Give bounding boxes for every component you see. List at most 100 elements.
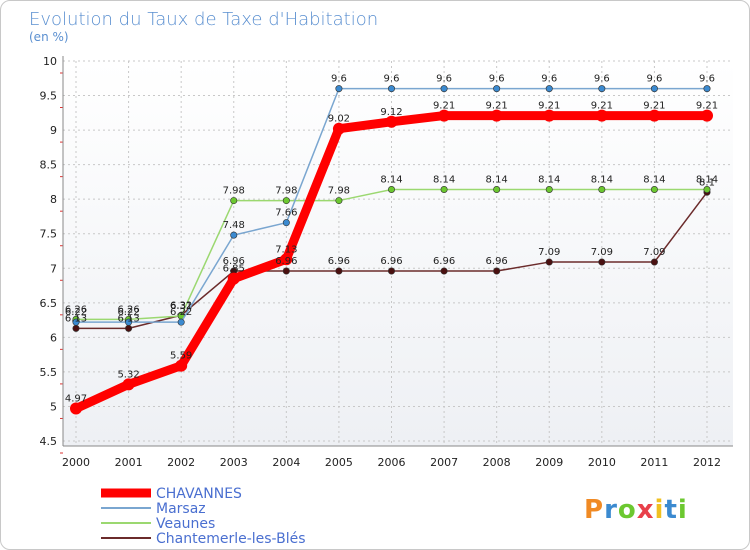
data-point xyxy=(493,186,501,194)
chart-title: Evolution du Taux de Taxe d'Habitation xyxy=(29,9,378,30)
data-point xyxy=(545,85,553,93)
data-point xyxy=(280,253,293,266)
data-label: 7.09 xyxy=(538,247,560,258)
y-tick-label: 4.5 xyxy=(40,435,58,448)
data-label: 9.6 xyxy=(489,74,505,85)
data-point xyxy=(545,258,553,266)
data-point xyxy=(440,186,448,194)
data-label: 6.96 xyxy=(328,256,350,267)
x-tick-label: 2007 xyxy=(430,456,458,469)
data-label: 6.96 xyxy=(223,256,245,267)
legend-label: CHAVANNES xyxy=(156,486,242,502)
data-point xyxy=(595,109,608,122)
data-label: 7.66 xyxy=(275,208,297,219)
data-label: 8.14 xyxy=(538,175,560,186)
data-point xyxy=(703,85,711,93)
y-tick-label: 7.5 xyxy=(40,228,58,241)
data-label: 9.21 xyxy=(696,101,718,112)
data-point xyxy=(598,85,606,93)
data-label: 6.13 xyxy=(117,313,139,324)
data-point xyxy=(282,219,290,227)
data-point xyxy=(385,115,398,128)
data-point xyxy=(650,186,658,194)
data-point xyxy=(122,378,135,391)
data-point xyxy=(387,186,395,194)
data-point xyxy=(598,186,606,194)
y-tick-label: 5.5 xyxy=(40,366,58,379)
data-label: 9.21 xyxy=(643,101,665,112)
data-label: 7.09 xyxy=(643,247,665,258)
legend: CHAVANNESMarsazVeaunesChantemerle-les-Bl… xyxy=(101,486,306,547)
data-point xyxy=(227,272,240,285)
series-layer xyxy=(70,85,713,415)
data-point xyxy=(125,318,133,326)
axes-layer: 4.5 5 5.5 6 6.5 7 7.5 8 8.5 9 9.5 10 2000 2001 2002 200… xyxy=(40,55,733,469)
data-label: 9.6 xyxy=(699,74,715,85)
data-point xyxy=(387,85,395,93)
data-label: 9.6 xyxy=(384,74,400,85)
data-label: 8.14 xyxy=(643,175,665,186)
data-point xyxy=(650,258,658,266)
data-label: 6.22 xyxy=(117,307,139,318)
data-label: 9.6 xyxy=(594,74,610,85)
data-label: 9.6 xyxy=(331,74,347,85)
data-point xyxy=(72,324,80,332)
x-tick-label: 2000 xyxy=(62,456,90,469)
data-label: 5.59 xyxy=(170,351,192,362)
x-tick-label: 2011 xyxy=(640,456,668,469)
data-label: 6.26 xyxy=(117,304,139,315)
data-point xyxy=(543,109,556,122)
x-tick-label: 2008 xyxy=(483,456,511,469)
x-tick-label: 2010 xyxy=(588,456,616,469)
data-label: 6.96 xyxy=(486,256,508,267)
data-label: 9.12 xyxy=(380,107,402,118)
data-label: 6.13 xyxy=(65,313,87,324)
data-point xyxy=(493,267,501,275)
data-point xyxy=(177,318,185,326)
y-tick-label: 9.5 xyxy=(40,90,58,103)
data-label: 8.14 xyxy=(380,175,402,186)
data-label: 7.98 xyxy=(223,186,245,197)
data-label: 8.1 xyxy=(699,177,715,188)
data-label: 6.96 xyxy=(275,256,297,267)
data-point xyxy=(493,85,501,93)
data-label: 9.6 xyxy=(541,74,557,85)
data-label: 6.22 xyxy=(65,307,87,318)
data-label: 6.31 xyxy=(170,301,192,312)
data-point xyxy=(440,85,448,93)
y-tick-label: 5 xyxy=(50,400,57,413)
x-tick-label: 2004 xyxy=(272,456,300,469)
data-label: 9.6 xyxy=(646,74,662,85)
data-point xyxy=(490,109,503,122)
data-labels-layer: 6.13 6.13 6.32 6.96 6.96 6.96 6.96 6.96 6.96 7.09… xyxy=(65,74,718,405)
data-label: 9.6 xyxy=(436,74,452,85)
data-point xyxy=(545,186,553,194)
data-label: 7.48 xyxy=(223,220,245,231)
y-tick-label: 8 xyxy=(50,193,57,206)
y-tick-label: 7 xyxy=(50,262,57,275)
data-label: 9.21 xyxy=(486,101,508,112)
data-label: 6.85 xyxy=(223,264,245,275)
data-label: 7.98 xyxy=(328,186,350,197)
data-point xyxy=(701,109,713,122)
y-tick-label: 10 xyxy=(43,55,57,68)
legend-label: Marsaz xyxy=(156,501,206,517)
y-tick-label: 6 xyxy=(50,331,57,344)
data-label: 9.21 xyxy=(591,101,613,112)
data-label: 8.14 xyxy=(591,175,613,186)
x-tick-label: 2006 xyxy=(378,456,406,469)
x-tick-label: 2012 xyxy=(693,456,721,469)
data-label: 7.13 xyxy=(275,244,297,255)
data-point xyxy=(335,85,343,93)
x-tick-label: 2003 xyxy=(220,456,248,469)
data-label: 4.97 xyxy=(65,394,87,405)
y-tick-label: 9 xyxy=(50,124,57,137)
data-point xyxy=(387,267,395,275)
data-label: 9.21 xyxy=(538,101,560,112)
data-point xyxy=(648,109,661,122)
data-point xyxy=(703,186,711,194)
data-point xyxy=(230,197,238,205)
y-tick-label: 6.5 xyxy=(40,297,58,310)
data-label: 8.14 xyxy=(486,175,508,186)
